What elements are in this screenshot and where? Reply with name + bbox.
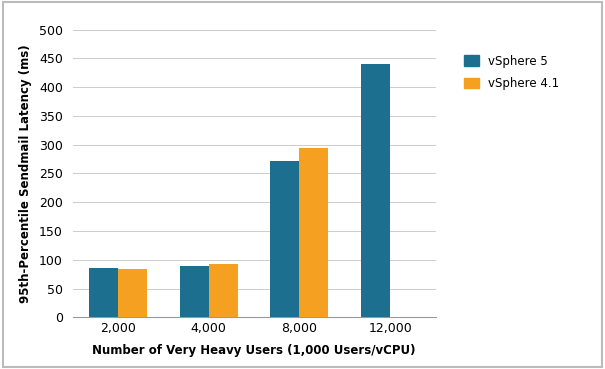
Bar <box>270 161 299 317</box>
Bar <box>118 269 147 317</box>
Y-axis label: 95th-Percentile Sendmail Latency (ms): 95th-Percentile Sendmail Latency (ms) <box>19 44 32 303</box>
Bar <box>209 264 238 317</box>
Bar <box>89 268 118 317</box>
Bar <box>180 266 209 317</box>
Bar <box>361 64 390 317</box>
X-axis label: Number of Very Heavy Users (1,000 Users/vCPU): Number of Very Heavy Users (1,000 Users/… <box>93 344 416 356</box>
Legend: vSphere 5, vSphere 4.1: vSphere 5, vSphere 4.1 <box>460 50 564 95</box>
Bar <box>299 148 329 317</box>
